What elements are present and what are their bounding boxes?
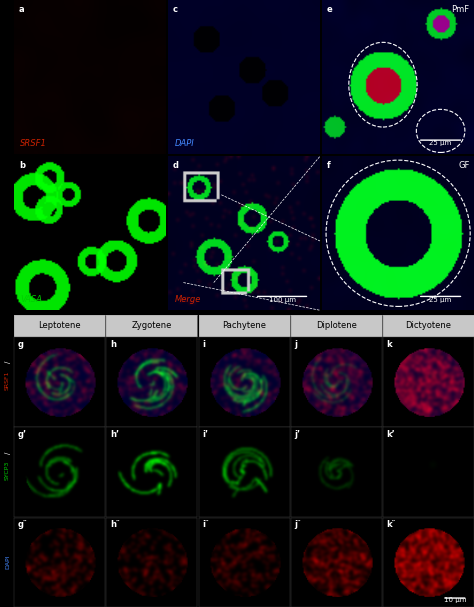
Text: j’: j’ [294,430,301,439]
Text: DAPI: DAPI [5,554,10,569]
Text: VASA: VASA [20,295,42,304]
Text: h: h [110,340,116,349]
Text: h″: h″ [110,520,120,529]
Text: /: / [5,451,10,453]
Text: j: j [294,340,297,349]
Text: Diplotene: Diplotene [316,321,357,330]
Text: SRSF1: SRSF1 [20,139,47,148]
Text: 25 μm: 25 μm [429,297,452,302]
Text: Zygotene: Zygotene [132,321,172,330]
Text: k: k [387,340,392,349]
Text: GF: GF [458,161,469,170]
Text: Pachytene: Pachytene [222,321,266,330]
Text: 25 μm: 25 μm [429,140,452,146]
Text: i″: i″ [202,520,209,529]
Text: g: g [18,340,24,349]
Text: Merge: Merge [174,295,201,304]
Text: DAPI: DAPI [174,139,194,148]
Text: c: c [173,5,178,13]
Text: k″: k″ [387,520,396,529]
Text: k’: k’ [387,430,395,439]
Text: g″: g″ [18,520,27,529]
Text: i’: i’ [202,430,209,439]
Text: e: e [327,5,333,13]
Text: 10 μm: 10 μm [444,597,466,603]
Text: d: d [173,161,179,170]
Text: i: i [202,340,205,349]
Text: a: a [19,5,24,13]
Text: PmF: PmF [451,5,469,13]
Text: /: / [5,361,10,363]
Text: b: b [19,161,25,170]
Text: f: f [327,161,330,170]
Text: 100 μm: 100 μm [269,297,296,302]
Text: SYCP3: SYCP3 [5,461,10,480]
Text: SRSF1: SRSF1 [5,370,10,390]
Text: j″: j″ [294,520,301,529]
Text: h’: h’ [110,430,119,439]
Text: Dictyotene: Dictyotene [405,321,451,330]
Text: Leptotene: Leptotene [38,321,81,330]
Text: g’: g’ [18,430,27,439]
